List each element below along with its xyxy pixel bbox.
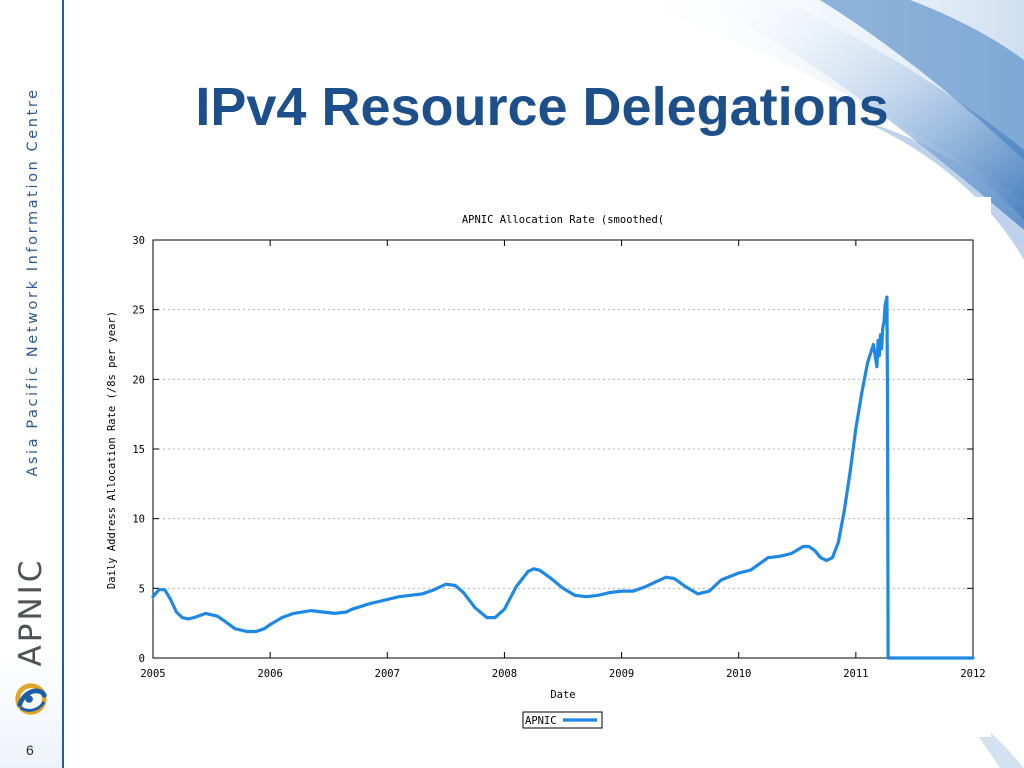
y-tick-label: 10 <box>132 514 145 526</box>
sidebar: Asia Pacific Network Information Centre … <box>0 0 64 768</box>
x-tick-label: 2009 <box>609 668 634 680</box>
y-axis-label: Daily Address Allocation Rate (/8s per y… <box>106 311 118 589</box>
chart-title: APNIC Allocation Rate (smoothed( <box>462 214 664 226</box>
x-tick-label: 2006 <box>257 668 282 680</box>
x-tick-label: 2010 <box>726 668 751 680</box>
chart-panel: 0 5 10 15 20 25 30 2005 2006 2007 2008 2009 2010 2011… <box>96 197 991 737</box>
legend-label: APNIC <box>525 715 557 727</box>
allocation-rate-chart: 0 5 10 15 20 25 30 2005 2006 2007 2008 2009 2010 2011… <box>106 214 986 729</box>
apnic-swirl-logo-icon <box>15 683 47 715</box>
x-tick-label: 2011 <box>843 668 868 680</box>
x-tick-label: 2007 <box>375 668 400 680</box>
y-tick-label: 5 <box>139 583 145 595</box>
x-tick-label: 2012 <box>960 668 985 680</box>
page-number: 6 <box>26 742 34 758</box>
org-name: Asia Pacific Network Information Centre <box>25 87 41 477</box>
legend-box <box>522 711 603 729</box>
x-tick-label: 2005 <box>140 668 165 680</box>
slide-title: IPv4 Resource Delegations <box>195 77 889 137</box>
series-line-apnic <box>151 295 975 660</box>
x-axis-label: Date <box>550 689 575 701</box>
y-tick-label: 30 <box>132 235 145 247</box>
x-tick-label: 2008 <box>492 668 517 680</box>
y-tick-label: 0 <box>139 653 145 665</box>
y-tick-label: 15 <box>132 444 145 456</box>
y-tick-label: 25 <box>132 305 145 317</box>
y-tick-label: 20 <box>132 374 145 386</box>
brand-wordmark: APNIC <box>13 557 49 667</box>
plot-frame <box>152 239 974 659</box>
